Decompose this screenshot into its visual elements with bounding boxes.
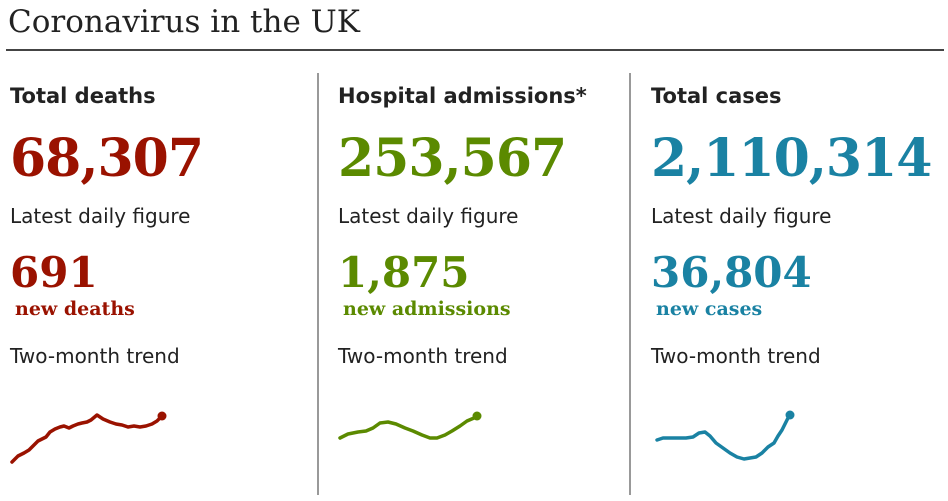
column-heading: Hospital admissions* xyxy=(338,84,587,108)
trend-label: Two-month trend xyxy=(338,344,508,368)
column-heading: Total deaths xyxy=(10,84,156,108)
deaths-column: Total deaths 68,307 Latest daily figure … xyxy=(10,84,300,368)
trend-label: Two-month trend xyxy=(651,344,821,368)
title-rule xyxy=(6,49,944,51)
cases-column: Total cases 2,110,314 Latest daily figur… xyxy=(651,84,941,368)
daily-value: 1,875 xyxy=(338,248,470,297)
cases-trend-line xyxy=(655,414,791,461)
column-divider xyxy=(629,73,631,495)
admissions-latest-point xyxy=(472,411,482,421)
daily-label: Latest daily figure xyxy=(651,204,832,228)
column-divider xyxy=(317,73,319,495)
daily-label: Latest daily figure xyxy=(338,204,519,228)
daily-unit: new admissions xyxy=(343,298,511,320)
daily-unit: new cases xyxy=(656,298,763,320)
deaths-latest-point xyxy=(157,411,167,421)
admissions-column: Hospital admissions* 253,567 Latest dail… xyxy=(338,84,628,368)
column-heading: Total cases xyxy=(651,84,782,108)
page-title: Coronavirus in the UK xyxy=(8,4,360,40)
total-value: 253,567 xyxy=(338,128,567,189)
total-value: 68,307 xyxy=(10,128,204,189)
total-value: 2,110,314 xyxy=(651,128,932,189)
cases-latest-point xyxy=(785,410,795,420)
deaths-trend-line xyxy=(10,413,162,464)
trend-sparklines xyxy=(10,410,795,464)
admissions-trend-line xyxy=(338,416,476,440)
daily-value: 691 xyxy=(10,248,98,297)
daily-value: 36,804 xyxy=(651,248,812,297)
trend-label: Two-month trend xyxy=(10,344,180,368)
daily-unit: new deaths xyxy=(15,298,135,320)
daily-label: Latest daily figure xyxy=(10,204,191,228)
